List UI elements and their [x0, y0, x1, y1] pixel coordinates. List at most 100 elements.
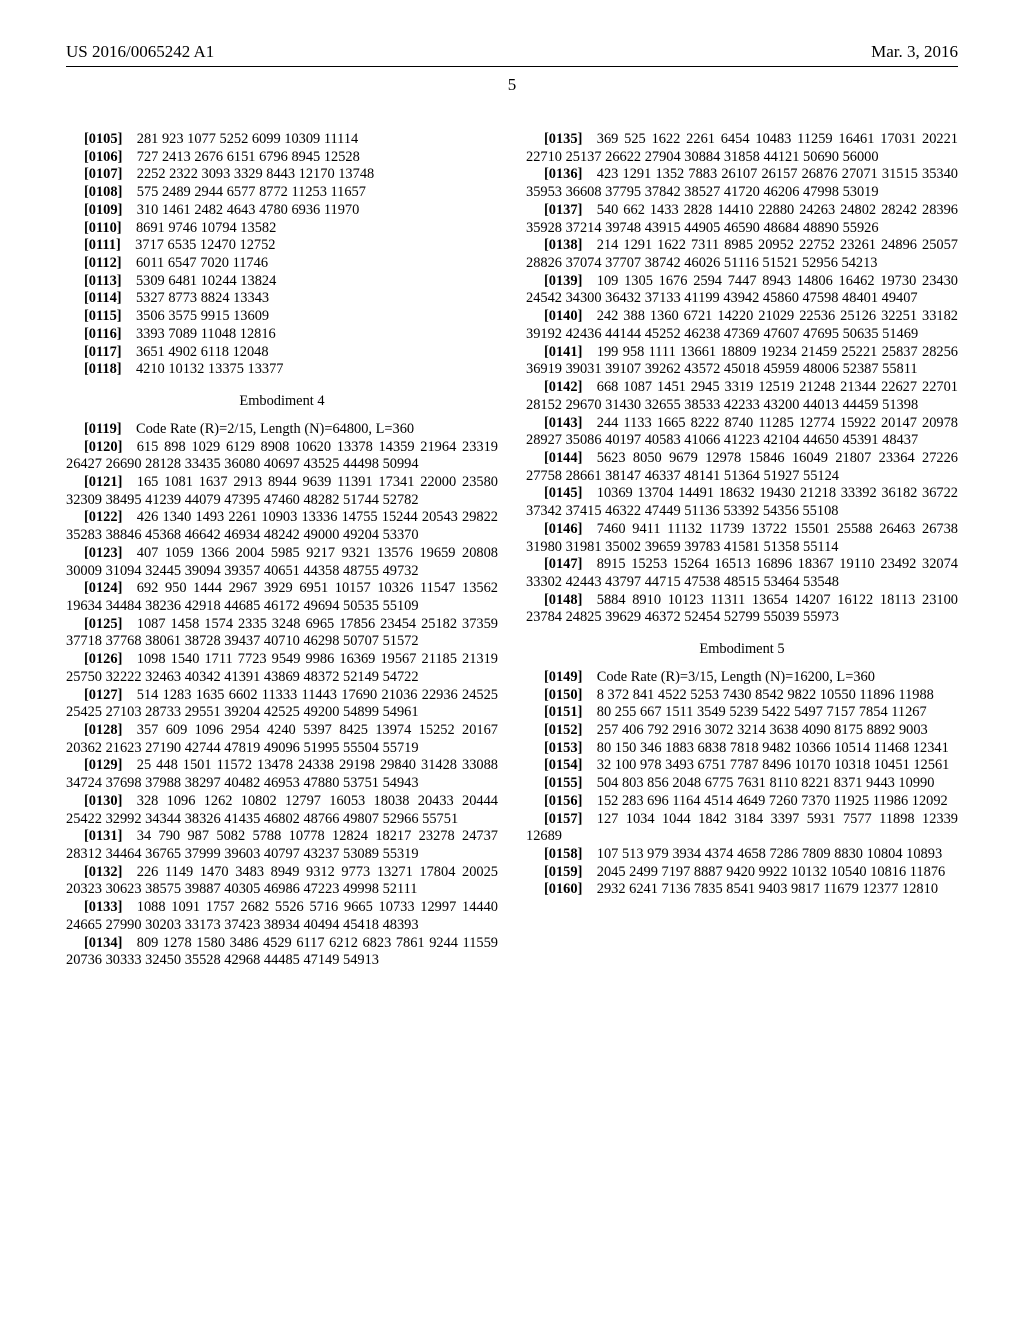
paragraph-tag: [0123] — [84, 545, 122, 561]
paragraph-tag: [0108] — [84, 184, 122, 200]
paragraph: [0134] 809 1278 1580 3486 4529 6117 6212… — [66, 935, 498, 970]
paragraph-tag: [0133] — [84, 899, 122, 915]
paragraph: [0114] 5327 8773 8824 13343 — [66, 290, 498, 308]
paragraph-tag: [0134] — [84, 935, 122, 951]
paragraph-tag: [0145] — [544, 485, 582, 501]
paragraph-tag: [0137] — [544, 202, 582, 218]
embodiment-heading: Embodiment 4 — [66, 393, 498, 411]
paragraph-tag: [0149] — [544, 669, 582, 685]
paragraph: [0113] 5309 6481 10244 13824 — [66, 273, 498, 291]
paragraph: [0151] 80 255 667 1511 3549 5239 5422 54… — [526, 704, 958, 722]
paragraph-tag: [0113] — [84, 273, 122, 289]
paragraph: [0141] 199 958 1111 13661 18809 19234 21… — [526, 344, 958, 379]
paragraph: [0105] 281 923 1077 5252 6099 10309 1111… — [66, 131, 498, 149]
paragraph-tag: [0147] — [544, 556, 582, 572]
paragraph: [0152] 257 406 792 2916 3072 3214 3638 4… — [526, 722, 958, 740]
paragraph: [0144] 5623 8050 9679 12978 15846 16049 … — [526, 450, 958, 485]
paragraph-tag: [0109] — [84, 202, 122, 218]
doc-id: US 2016/0065242 A1 — [66, 42, 214, 62]
paragraph: [0118] 4210 10132 13375 13377 — [66, 361, 498, 379]
paragraph-tag: [0155] — [544, 775, 582, 791]
paragraph: [0108] 575 2489 2944 6577 8772 11253 116… — [66, 184, 498, 202]
left-column: [0105] 281 923 1077 5252 6099 10309 1111… — [66, 131, 498, 970]
paragraph-tag: [0160] — [544, 881, 582, 897]
paragraph-tag: [0129] — [84, 757, 122, 773]
right-column: [0135] 369 525 1622 2261 6454 10483 1125… — [526, 131, 958, 970]
paragraph: [0123] 407 1059 1366 2004 5985 9217 9321… — [66, 545, 498, 580]
paragraph: [0149] Code Rate (R)=3/15, Length (N)=16… — [526, 669, 958, 687]
page-number: 5 — [66, 75, 958, 95]
paragraph-tag: [0118] — [84, 361, 122, 377]
paragraph-tag: [0158] — [544, 846, 582, 862]
paragraph: [0146] 7460 9411 11132 11739 13722 15501… — [526, 521, 958, 556]
paragraph: [0109] 310 1461 2482 4643 4780 6936 1197… — [66, 202, 498, 220]
header: US 2016/0065242 A1 Mar. 3, 2016 — [66, 42, 958, 62]
paragraph: [0117] 3651 4902 6118 12048 — [66, 344, 498, 362]
paragraph-tag: [0122] — [84, 509, 122, 525]
paragraph-tag: [0143] — [544, 415, 582, 431]
paragraph: [0160] 2932 6241 7136 7835 8541 9403 981… — [526, 881, 958, 899]
paragraph-tag: [0144] — [544, 450, 582, 466]
paragraph-tag: [0128] — [84, 722, 122, 738]
paragraph: [0125] 1087 1458 1574 2335 3248 6965 178… — [66, 616, 498, 651]
embodiment-heading: Embodiment 5 — [526, 641, 958, 659]
paragraph-tag: [0154] — [544, 757, 582, 773]
paragraph-tag: [0114] — [84, 290, 122, 306]
paragraph: [0155] 504 803 856 2048 6775 7631 8110 8… — [526, 775, 958, 793]
paragraph: [0112] 6011 6547 7020 11746 — [66, 255, 498, 273]
paragraph: [0126] 1098 1540 1711 7723 9549 9986 163… — [66, 651, 498, 686]
paragraph: [0143] 244 1133 1665 8222 8740 11285 127… — [526, 415, 958, 450]
paragraph-tag: [0153] — [544, 740, 582, 756]
paragraph: [0124] 692 950 1444 2967 3929 6951 10157… — [66, 580, 498, 615]
paragraph: [0130] 328 1096 1262 10802 12797 16053 1… — [66, 793, 498, 828]
paragraph-tag: [0119] — [84, 421, 122, 437]
paragraph-tag: [0157] — [544, 811, 582, 827]
paragraph: [0136] 423 1291 1352 7883 26107 26157 26… — [526, 166, 958, 201]
paragraph: [0145] 10369 13704 14491 18632 19430 212… — [526, 485, 958, 520]
paragraph-tag: [0117] — [84, 344, 122, 360]
paragraph-tag: [0148] — [544, 592, 582, 608]
paragraph: [0137] 540 662 1433 2828 14410 22880 242… — [526, 202, 958, 237]
paragraph: [0128] 357 609 1096 2954 4240 5397 8425 … — [66, 722, 498, 757]
paragraph-tag: [0151] — [544, 704, 582, 720]
paragraph: [0119] Code Rate (R)=2/15, Length (N)=64… — [66, 421, 498, 439]
paragraph-tag: [0146] — [544, 521, 582, 537]
paragraph: [0157] 127 1034 1044 1842 3184 3397 5931… — [526, 811, 958, 846]
paragraph-tag: [0135] — [544, 131, 582, 147]
paragraph: [0107] 2252 2322 3093 3329 8443 12170 13… — [66, 166, 498, 184]
paragraph-tag: [0116] — [84, 326, 122, 342]
paragraph-tag: [0127] — [84, 687, 122, 703]
paragraph-tag: [0106] — [84, 149, 122, 165]
paragraph: [0131] 34 790 987 5082 5788 10778 12824 … — [66, 828, 498, 863]
header-rule — [66, 66, 958, 67]
paragraph: [0133] 1088 1091 1757 2682 5526 5716 966… — [66, 899, 498, 934]
paragraph: [0116] 3393 7089 11048 12816 — [66, 326, 498, 344]
paragraph-tag: [0139] — [544, 273, 582, 289]
paragraph-tag: [0159] — [544, 864, 582, 880]
paragraph-tag: [0138] — [544, 237, 582, 253]
paragraph: [0127] 514 1283 1635 6602 11333 11443 17… — [66, 687, 498, 722]
paragraph: [0159] 2045 2499 7197 8887 9420 9922 101… — [526, 864, 958, 882]
paragraph-tag: [0125] — [84, 616, 122, 632]
paragraph: [0121] 165 1081 1637 2913 8944 9639 1139… — [66, 474, 498, 509]
paragraph-tag: [0107] — [84, 166, 122, 182]
paragraph-tag: [0105] — [84, 131, 122, 147]
paragraph: [0110] 8691 9746 10794 13582 — [66, 220, 498, 238]
body-columns: [0105] 281 923 1077 5252 6099 10309 1111… — [66, 131, 958, 970]
paragraph: [0156] 152 283 696 1164 4514 4649 7260 7… — [526, 793, 958, 811]
paragraph: [0115] 3506 3575 9915 13609 — [66, 308, 498, 326]
paragraph: [0158] 107 513 979 3934 4374 4658 7286 7… — [526, 846, 958, 864]
paragraph: [0106] 727 2413 2676 6151 6796 8945 1252… — [66, 149, 498, 167]
paragraph-tag: [0111] — [84, 237, 121, 253]
page: US 2016/0065242 A1 Mar. 3, 2016 5 [0105]… — [0, 0, 1024, 1320]
paragraph: [0150] 8 372 841 4522 5253 7430 8542 982… — [526, 687, 958, 705]
paragraph-tag: [0141] — [544, 344, 582, 360]
paragraph: [0132] 226 1149 1470 3483 8949 9312 9773… — [66, 864, 498, 899]
paragraph-tag: [0136] — [544, 166, 582, 182]
paragraph-tag: [0120] — [84, 439, 122, 455]
paragraph-tag: [0140] — [544, 308, 582, 324]
paragraph: [0111] 3717 6535 12470 12752 — [66, 237, 498, 255]
paragraph: [0135] 369 525 1622 2261 6454 10483 1125… — [526, 131, 958, 166]
paragraph: [0120] 615 898 1029 6129 8908 10620 1337… — [66, 439, 498, 474]
doc-date: Mar. 3, 2016 — [871, 42, 958, 62]
